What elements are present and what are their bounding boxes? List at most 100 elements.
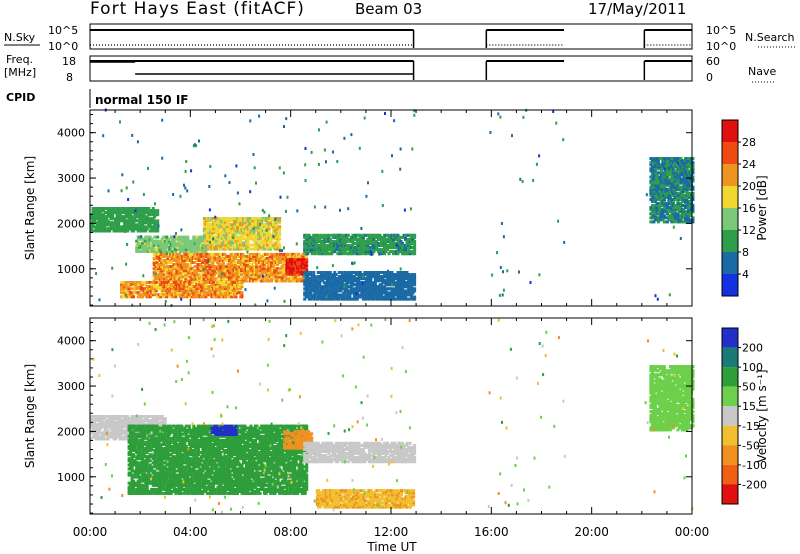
- echo-cell: [316, 266, 319, 270]
- echo-cell: [221, 265, 225, 269]
- echo-cell: [218, 271, 222, 275]
- echo-cell: [141, 241, 145, 245]
- echo-cell: [399, 267, 402, 271]
- echo-cell: [278, 217, 282, 220]
- echo-cell: [132, 221, 136, 225]
- echo-cell: [218, 256, 222, 260]
- echo-cell: [381, 204, 384, 207]
- echo-cell: [91, 223, 95, 227]
- echo-cell: [377, 271, 380, 274]
- echo-cell: [211, 261, 215, 264]
- echo-cell: [123, 217, 127, 221]
- echo-cell: [183, 183, 185, 187]
- echo-cell: [215, 259, 219, 262]
- echo-cell: [133, 225, 137, 229]
- echo-cell: [188, 254, 192, 258]
- echo-cell: [133, 207, 137, 210]
- echo-cell: [190, 259, 194, 262]
- echo-cell: [112, 211, 116, 215]
- echo-cell: [273, 286, 276, 290]
- echo-cell: [234, 261, 237, 264]
- echo-cell: [112, 212, 115, 216]
- echo-cell: [195, 239, 199, 243]
- echo-cell: [155, 277, 159, 281]
- echo-cell: [127, 221, 131, 225]
- echo-cell: [351, 261, 353, 265]
- echo-cell: [156, 235, 160, 239]
- echo-cell: [105, 217, 108, 221]
- echo-cell: [164, 271, 168, 275]
- echo-cell: [157, 224, 160, 228]
- echo-cell: [190, 249, 194, 253]
- echo-cell: [391, 154, 393, 158]
- echo-cell: [153, 219, 157, 223]
- echo-cell: [141, 223, 145, 227]
- echo-cell: [106, 219, 110, 223]
- echo-cell: [164, 277, 168, 281]
- freq-right-top: 60: [706, 55, 720, 68]
- echo-cell: [240, 281, 244, 284]
- echo-cell: [121, 173, 124, 177]
- echo-cell: [489, 131, 492, 134]
- echo-cell: [187, 269, 191, 273]
- echo-cell: [175, 232, 177, 235]
- echo-cell: [163, 249, 167, 253]
- echo-cell: [201, 243, 205, 247]
- echo-cell: [522, 115, 525, 119]
- echo-cell: [165, 243, 169, 247]
- echo-cell: [169, 265, 173, 269]
- echo-cell: [278, 243, 282, 247]
- echo-cell: [174, 241, 178, 245]
- echo-cell: [165, 249, 169, 253]
- echo-cell: [194, 277, 198, 281]
- echo-cell: [164, 261, 168, 264]
- echo-cell: [351, 271, 355, 274]
- echo-cell: [499, 266, 502, 269]
- echo-cell: [562, 138, 565, 142]
- echo-cell: [184, 269, 188, 273]
- echo-cell: [147, 247, 151, 251]
- echo-cell: [235, 164, 238, 168]
- echo-cell: [184, 245, 188, 249]
- echo-cell: [154, 202, 156, 206]
- echo-cell: [154, 243, 158, 247]
- echo-cell: [209, 256, 213, 260]
- echo-cell: [403, 208, 406, 212]
- power-echoes: [90, 108, 695, 307]
- echo-cell: [201, 239, 205, 243]
- echo-cell: [153, 215, 157, 219]
- echo-cell: [133, 227, 137, 231]
- echo-cell: [343, 136, 346, 140]
- echo-cell: [188, 263, 192, 267]
- echo-cell: [497, 112, 500, 116]
- echo-cell: [295, 242, 298, 246]
- echo-cell: [278, 166, 281, 170]
- echo-cell: [318, 128, 320, 132]
- echo-cell: [197, 259, 201, 262]
- echo-cell: [115, 229, 119, 233]
- beam-label: Beam 03: [355, 0, 422, 18]
- echo-cell: [246, 250, 249, 254]
- echo-cell: [174, 281, 178, 284]
- echo-cell: [672, 225, 675, 229]
- echo-cell: [164, 273, 168, 277]
- echo-cell: [142, 245, 146, 249]
- echo-cell: [203, 267, 207, 271]
- echo-cell: [186, 243, 190, 247]
- echo-cell: [158, 256, 162, 260]
- echo-cell: [178, 237, 182, 241]
- echo-cell: [665, 187, 669, 191]
- echo-cell: [99, 227, 102, 231]
- echo-cell: [142, 237, 146, 241]
- echo-cell: [380, 236, 383, 240]
- echo-cell: [145, 227, 149, 231]
- echo-cell: [169, 277, 173, 281]
- echo-cell: [205, 252, 209, 256]
- echo-cell: [212, 279, 216, 283]
- echo-cell: [202, 256, 206, 260]
- echo-cell: [199, 263, 203, 267]
- echo-cell: [99, 229, 102, 233]
- echo-cell: [130, 223, 134, 227]
